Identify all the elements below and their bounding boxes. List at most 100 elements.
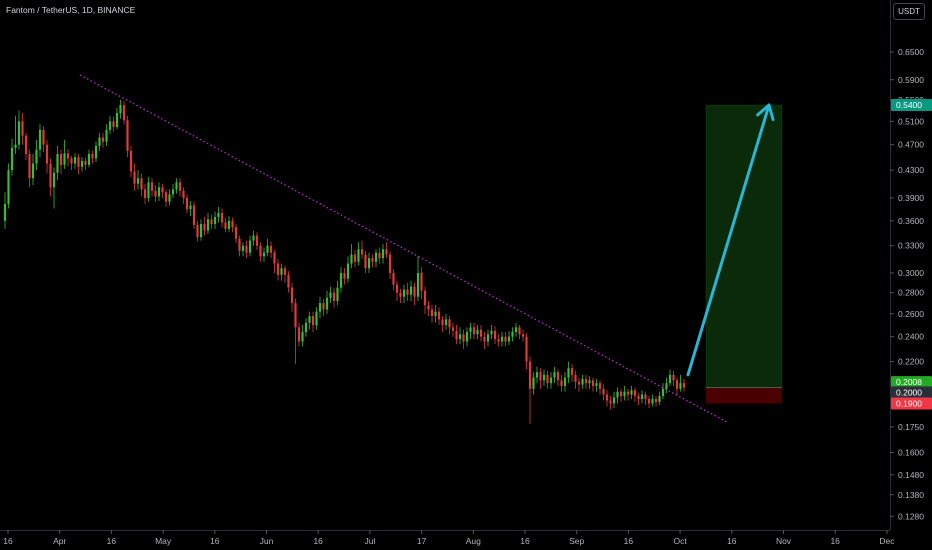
candle-body xyxy=(80,160,84,167)
candle xyxy=(448,316,451,335)
candle-body xyxy=(164,192,168,202)
candle-body xyxy=(94,145,98,159)
candle xyxy=(371,254,374,268)
y-tick-label: 0.1280 xyxy=(898,511,924,521)
candle-body xyxy=(280,268,283,275)
candle xyxy=(259,242,262,262)
candle xyxy=(21,113,24,145)
candle-body xyxy=(248,240,252,253)
candle-body xyxy=(357,249,360,262)
candle-body xyxy=(185,198,189,210)
candle xyxy=(546,370,549,389)
candle-body xyxy=(518,327,521,335)
candle-body xyxy=(448,319,451,328)
projection-arrowhead xyxy=(756,103,771,117)
candle xyxy=(245,240,248,259)
candle-body xyxy=(49,163,52,188)
candle-body xyxy=(612,397,616,404)
candle xyxy=(108,115,112,134)
y-tick-label: 0.6500 xyxy=(898,47,924,57)
candle-body xyxy=(525,336,528,362)
candle-body xyxy=(609,400,612,404)
candle xyxy=(521,329,525,342)
candle xyxy=(91,150,94,164)
candle-body xyxy=(511,331,514,337)
candle xyxy=(287,271,290,293)
candle-body xyxy=(112,121,115,128)
candle-body xyxy=(651,398,654,404)
y-tick-label: 0.2800 xyxy=(898,288,924,298)
candle-body xyxy=(504,336,507,342)
candle-body xyxy=(262,252,266,257)
currency-button[interactable]: USDT xyxy=(893,3,925,20)
candle xyxy=(115,107,119,130)
candle-body xyxy=(87,153,91,165)
candle xyxy=(577,377,581,392)
candle xyxy=(49,158,52,197)
candle xyxy=(427,300,430,317)
candle xyxy=(210,214,213,229)
y-tick-label: 0.1480 xyxy=(898,470,924,480)
candle-body xyxy=(42,129,45,145)
candle xyxy=(129,145,133,177)
x-tick-label: Sep xyxy=(569,536,584,546)
candle xyxy=(374,249,378,268)
candle-body xyxy=(35,149,38,164)
candle-body xyxy=(395,284,399,293)
stop-price-tag-text: 0.1900 xyxy=(896,398,922,408)
candle-body xyxy=(574,374,577,382)
target-price-tag: 0.5400 xyxy=(891,99,932,112)
candle-body xyxy=(367,258,371,269)
x-tick-label: 16 xyxy=(727,536,737,546)
candle xyxy=(280,263,283,281)
candle-body xyxy=(679,383,682,389)
candle-body xyxy=(416,272,420,297)
candle-body xyxy=(24,135,28,154)
candle xyxy=(539,368,542,389)
candle xyxy=(213,211,217,229)
candle xyxy=(178,178,182,197)
y-tick-label: 0.3300 xyxy=(898,241,924,251)
candle-body xyxy=(490,330,493,335)
candle xyxy=(665,377,668,394)
candle xyxy=(133,163,136,191)
candle xyxy=(490,325,493,340)
candle-body xyxy=(322,303,325,310)
candle xyxy=(203,216,206,236)
candle xyxy=(119,99,122,119)
candle xyxy=(224,217,227,233)
candle-body xyxy=(213,216,217,225)
candle-body xyxy=(234,227,238,239)
candle-body xyxy=(168,194,171,202)
candle-body xyxy=(66,153,70,159)
y-tick-label: 0.1600 xyxy=(898,448,924,458)
candle-body xyxy=(409,286,413,295)
candle-body xyxy=(175,182,178,190)
candle xyxy=(598,380,602,395)
x-tick-label: Nov xyxy=(776,536,792,546)
candle-body xyxy=(245,245,248,253)
candle-body xyxy=(644,394,647,399)
candle-body xyxy=(560,380,563,386)
candle-body xyxy=(493,330,497,340)
candle-body xyxy=(532,377,535,389)
candle xyxy=(122,100,126,125)
candle xyxy=(570,364,574,382)
candle-body xyxy=(406,289,409,295)
candle-body xyxy=(514,327,518,332)
entry-price-tag-bg xyxy=(891,386,932,399)
candle xyxy=(640,390,644,404)
candle-body xyxy=(423,290,427,306)
candle xyxy=(350,244,353,269)
candle-body xyxy=(616,391,619,398)
candle-body xyxy=(77,157,80,167)
candle-body xyxy=(98,137,101,146)
candle xyxy=(168,189,171,206)
candle xyxy=(602,384,605,401)
candle xyxy=(647,396,651,408)
candle xyxy=(10,138,14,176)
candle-body xyxy=(567,368,570,378)
candle-body xyxy=(437,311,441,320)
candle-body xyxy=(56,153,59,173)
